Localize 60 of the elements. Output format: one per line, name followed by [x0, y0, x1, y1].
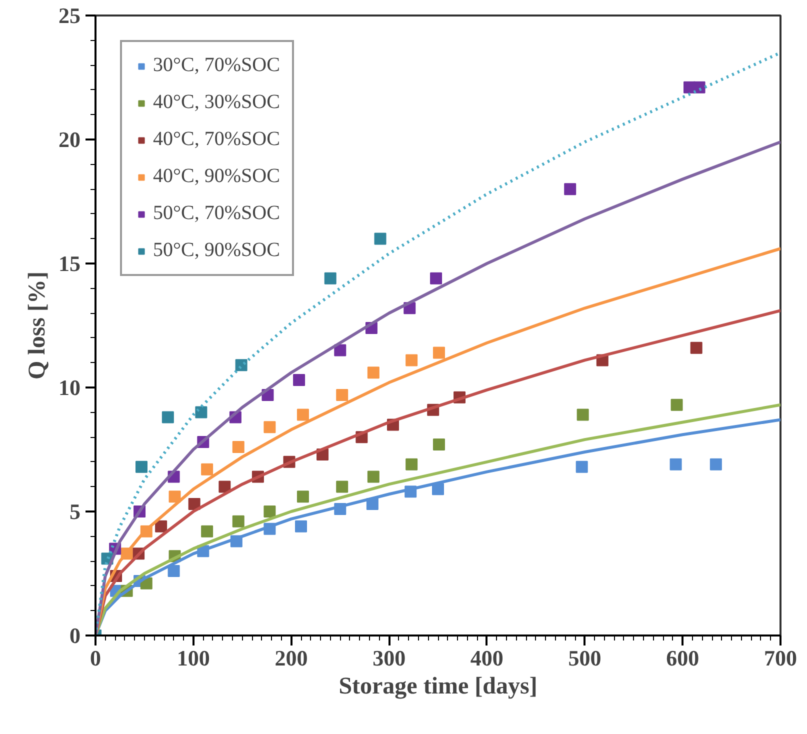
- point: [432, 438, 445, 451]
- point: [264, 421, 276, 434]
- point: [367, 470, 380, 483]
- point: [406, 458, 418, 470]
- x-tick-label: 500: [568, 646, 602, 670]
- point: [430, 272, 442, 284]
- point: [690, 342, 702, 354]
- point: [576, 408, 589, 421]
- point: [367, 366, 380, 379]
- point: [324, 272, 336, 284]
- point: [670, 398, 683, 411]
- y-tick-label: 5: [70, 499, 80, 524]
- point: [155, 520, 168, 532]
- point: [264, 506, 276, 518]
- x-tick-label: 300: [372, 646, 406, 670]
- y-tick-label: 15: [58, 251, 80, 276]
- point: [168, 565, 180, 578]
- y-tick-label: 10: [58, 375, 80, 400]
- point: [374, 232, 386, 245]
- point: [336, 388, 348, 401]
- y-tick-label: 20: [58, 127, 80, 152]
- y-tick-label: 0: [70, 623, 80, 648]
- legend-label: 50°C, 70%SOC: [153, 202, 280, 225]
- legend-label: 40°C, 70%SOC: [153, 128, 280, 151]
- point: [334, 344, 346, 356]
- point: [693, 81, 706, 94]
- x-tick-label: 0: [90, 646, 101, 670]
- y-axis-title: Q loss [%]: [24, 272, 50, 380]
- point: [201, 525, 214, 538]
- y-tick-label: 25: [58, 3, 80, 28]
- point: [670, 458, 682, 470]
- x-tick-label: 600: [666, 646, 700, 670]
- point: [135, 460, 148, 473]
- legend-label: 40°C, 90%SOC: [153, 165, 280, 188]
- legend-label: 40°C, 30%SOC: [153, 91, 280, 114]
- legend-label: 50°C, 90%SOC: [153, 239, 280, 262]
- x-tick-label: 100: [176, 646, 210, 670]
- x-tick-label: 700: [764, 646, 797, 670]
- point: [296, 490, 309, 503]
- x-tick-label: 200: [274, 646, 308, 670]
- point: [232, 441, 244, 454]
- point: [564, 183, 576, 196]
- point: [232, 515, 244, 528]
- point: [295, 520, 307, 532]
- point: [336, 480, 348, 493]
- point: [168, 490, 181, 503]
- x-axis-title: Storage time [days]: [338, 674, 538, 700]
- legend-label: 30°C, 70%SOC: [153, 54, 280, 77]
- point: [201, 463, 214, 476]
- point: [576, 460, 588, 473]
- point: [162, 411, 174, 424]
- point: [710, 458, 722, 470]
- point: [406, 354, 418, 366]
- point: [188, 498, 200, 510]
- point: [293, 374, 306, 386]
- x-tick-label: 400: [470, 646, 504, 670]
- point: [195, 406, 208, 418]
- point: [432, 346, 445, 359]
- point: [296, 408, 309, 421]
- point: [218, 480, 231, 493]
